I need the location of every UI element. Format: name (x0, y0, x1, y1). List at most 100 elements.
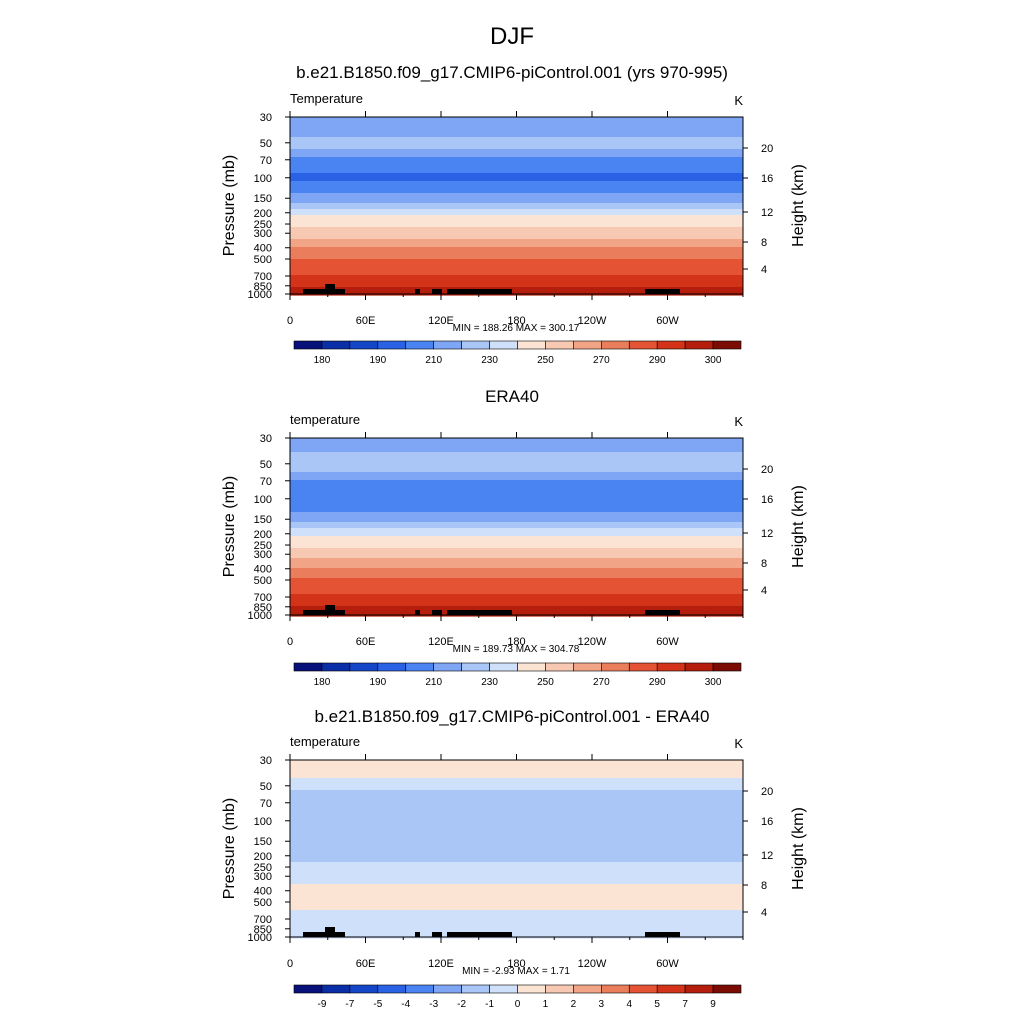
contour-band (290, 159, 743, 162)
topography-mask (645, 289, 680, 294)
contour-band (290, 127, 743, 130)
colorbar-swatch (321, 984, 351, 994)
contour-band (290, 514, 743, 517)
colorbar-swatch (293, 340, 323, 350)
contour-band (290, 211, 743, 214)
contour-band (290, 239, 743, 242)
contour-band (290, 770, 743, 773)
contour-band (290, 191, 743, 194)
chart-panel-3: b.e21.B1850.f09_g17.CMIP6-piControl.001 … (221, 707, 807, 1010)
contour-band (290, 828, 743, 831)
y-axis-title: Pressure (mb) (221, 476, 238, 577)
y-tick-label: 400 (254, 243, 272, 255)
colorbar-swatch (377, 984, 407, 994)
contour-band (290, 606, 743, 609)
contour-band (290, 886, 743, 889)
contour-band (290, 760, 743, 763)
topography-mask (432, 610, 442, 615)
units-label: K (734, 414, 743, 429)
x-tick-label: 180 (507, 315, 525, 327)
contour-band (290, 814, 743, 817)
contour-band (290, 502, 743, 505)
contour-band (290, 552, 743, 555)
y-tick-label: 700 (254, 592, 272, 604)
colorbar-swatch (349, 340, 379, 350)
y2-axis-title: Height (km) (790, 164, 807, 247)
x-tick-label: 120E (428, 958, 454, 970)
y2-tick-label: 12 (761, 528, 773, 540)
contour-band (290, 147, 743, 150)
contour-band (290, 586, 743, 589)
contour-band (290, 610, 743, 613)
x-tick-label: 180 (507, 958, 525, 970)
topography-mask (303, 610, 345, 615)
contour-band (290, 253, 743, 256)
contour-band (290, 450, 743, 453)
contour-band (290, 482, 743, 485)
y-tick-label: 30 (260, 112, 272, 124)
contour-band (290, 209, 743, 212)
contour-band (290, 874, 743, 877)
contour-band (290, 183, 743, 186)
stats-label: MIN = 189.73 MAX = 304.78 (453, 644, 580, 655)
contour-band (290, 858, 743, 861)
contour-band (290, 556, 743, 559)
contour-band (290, 464, 743, 467)
contour-band (290, 906, 743, 909)
contour-band (290, 870, 743, 873)
contour-band (290, 854, 743, 857)
x-tick-label: 180 (507, 636, 525, 648)
topography-mask (415, 610, 420, 615)
colorbar-label: 190 (369, 677, 386, 688)
colorbar-swatch (489, 662, 518, 672)
contour-band (290, 524, 743, 527)
stats-label: MIN = 188.26 MAX = 300.17 (453, 323, 580, 334)
colorbar-swatch (628, 340, 658, 350)
colorbar-swatch (573, 340, 602, 350)
contour-band (290, 125, 743, 128)
contour-band (290, 474, 743, 477)
contour-band (290, 574, 743, 577)
contour-band (290, 480, 743, 483)
colorbar-swatch (489, 984, 518, 994)
colorbar-label: -3 (429, 999, 438, 1010)
y-tick-label: 100 (254, 816, 272, 828)
contour-band (290, 275, 743, 278)
contour-band (290, 526, 743, 529)
contour-band (290, 844, 743, 847)
x-tick-label: 60W (656, 315, 679, 327)
colorbar-label: 290 (649, 677, 666, 688)
contour-band (290, 257, 743, 260)
y-tick-label: 70 (260, 798, 272, 810)
contour-band (290, 562, 743, 565)
colorbar-label: 300 (705, 355, 722, 366)
colorbar-label: 230 (481, 355, 498, 366)
contour-band (290, 790, 743, 793)
contour-band (290, 245, 743, 248)
contour-band (290, 281, 743, 284)
contour-band (290, 277, 743, 280)
contour-band (290, 762, 743, 765)
contour-band (290, 267, 743, 270)
colorbar-label: -7 (345, 999, 354, 1010)
colorbar-swatch (293, 662, 323, 672)
y-tick-label: 30 (260, 433, 272, 445)
y-tick-label: 700 (254, 271, 272, 283)
colorbar-swatch (321, 340, 351, 350)
contour-band (290, 798, 743, 801)
contour-band (290, 592, 743, 595)
contour-band (290, 806, 743, 809)
contour-band (290, 538, 743, 541)
colorbar-swatch (628, 662, 658, 672)
contour-band (290, 898, 743, 901)
contour-band (290, 476, 743, 479)
topography-mask (415, 289, 420, 294)
contour-band (290, 522, 743, 525)
y-tick-label: 200 (254, 208, 272, 220)
colorbar-swatch (545, 340, 574, 350)
contour-band (290, 478, 743, 481)
y2-tick-label: 12 (761, 850, 773, 862)
contour-band (290, 544, 743, 547)
x-tick-label: 60E (356, 315, 376, 327)
contour-band (290, 600, 743, 603)
